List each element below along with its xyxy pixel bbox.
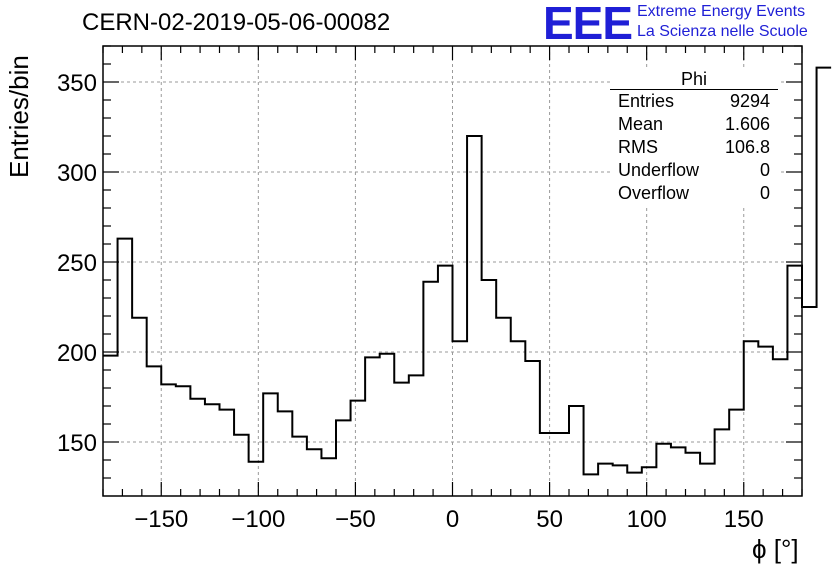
y-tick-label: 350 [57,70,97,97]
stats-label: Mean [618,114,664,134]
stats-row-entries: Entries 9294 [610,90,778,113]
eee-logo: EEE [543,0,633,49]
chart-title: CERN-02-2019-05-06-00082 [82,9,391,36]
stats-row-underflow: Underflow 0 [610,159,778,182]
y-tick-label: 300 [57,160,97,187]
x-tick-label: −100 [231,506,285,533]
stats-label: RMS [618,137,658,157]
stats-row-rms: RMS 106.8 [610,136,778,159]
y-tick-label: 250 [57,250,97,277]
histogram-step-line [103,66,832,476]
organization-line-1: Extreme Energy Events [637,3,806,20]
stats-value: 0 [759,160,770,180]
stats-label: Overflow [618,183,690,203]
stats-value: 9294 [729,91,770,111]
x-tick-label: 150 [724,506,764,533]
x-tick-label: 100 [627,506,667,533]
x-tick-label: −150 [134,506,188,533]
organization-name: Extreme Energy Events La Scienza nelle S… [637,2,808,42]
stats-value: 1.606 [724,114,770,134]
stats-value: 0 [759,183,770,203]
stats-value: 106.8 [724,137,770,157]
y-tick-label: 150 [57,430,97,457]
stats-row-mean: Mean 1.606 [610,113,778,136]
stats-label: Entries [618,91,675,111]
x-axis-label: ϕ [°] [752,534,799,564]
stats-label: Underflow [618,160,700,180]
organization-line-2: La Scienza nelle Scuole [637,23,808,40]
x-tick-label: −50 [335,506,376,533]
statistics-box: Phi Entries 9294 Mean 1.606 RMS 106.8 Un… [610,69,778,205]
y-axis-label: Entries/bin [4,55,34,178]
y-tick-labels: 150 200 250 300 350 [57,70,97,457]
x-tick-label: 0 [446,506,459,533]
statistics-title: Phi [610,69,778,90]
x-tick-label: 50 [536,506,563,533]
y-tick-label: 200 [57,340,97,367]
x-tick-labels: −150 −100 −50 0 50 100 150 [134,506,764,533]
stats-row-overflow: Overflow 0 [610,182,778,205]
axes-frame [102,45,803,497]
